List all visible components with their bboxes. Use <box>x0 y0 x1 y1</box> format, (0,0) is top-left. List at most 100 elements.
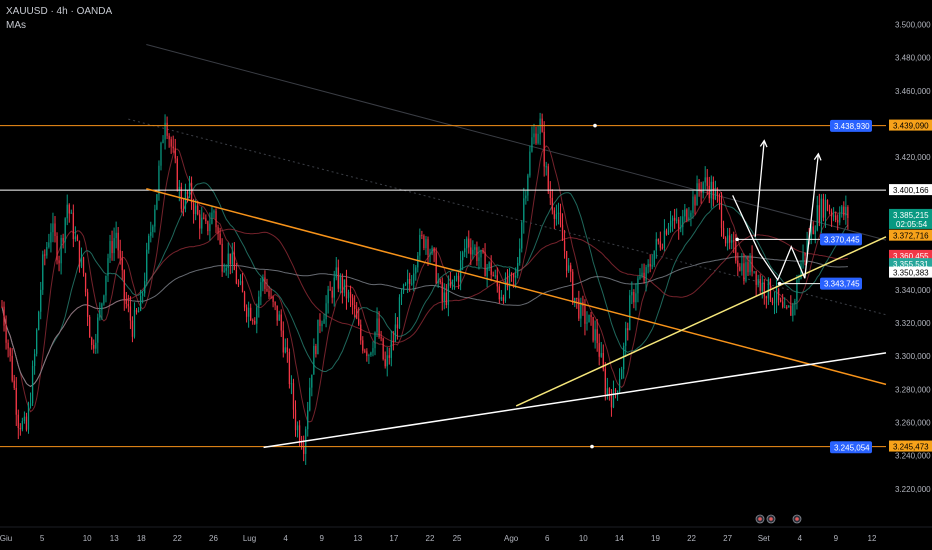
price-label-text: 3.245,473 <box>893 443 929 452</box>
candle-body <box>726 235 729 244</box>
candle-body <box>847 207 849 218</box>
candle-body <box>784 307 786 309</box>
candle-body <box>482 250 484 253</box>
candle-body <box>500 297 503 300</box>
candle-body <box>264 277 266 289</box>
candle-body <box>763 282 765 297</box>
candle-body <box>643 272 645 281</box>
candle-body <box>372 348 374 353</box>
price-label-text: 3.350,383 <box>893 269 929 278</box>
candle-body <box>286 347 288 353</box>
candle-body <box>349 292 352 298</box>
candle-body <box>775 288 778 303</box>
candle-body <box>576 297 578 299</box>
candle-body <box>241 281 244 293</box>
candle-body <box>58 260 60 264</box>
candle-body <box>655 239 657 251</box>
candle-body <box>457 275 460 282</box>
candle-body <box>421 234 423 236</box>
candle-body <box>596 329 598 344</box>
candle-body <box>95 342 97 349</box>
candle-body <box>225 267 227 271</box>
candle-body <box>590 314 592 318</box>
candle-body <box>380 337 382 339</box>
candle-body <box>396 324 399 329</box>
candle-body <box>105 275 107 296</box>
candle-body <box>688 217 690 221</box>
candle-body <box>278 314 280 321</box>
candle-body <box>755 271 757 285</box>
candle-body <box>468 238 470 248</box>
candle-body <box>665 230 668 235</box>
candle-body <box>388 355 390 358</box>
candle-body <box>333 277 335 298</box>
projection-arrow <box>754 140 765 237</box>
candle-body <box>178 186 180 191</box>
candle-body <box>313 345 315 375</box>
candle-body <box>406 278 409 284</box>
x-axis-tick-label: 13 <box>110 534 119 543</box>
candle-body <box>103 295 105 304</box>
symbol-title: XAUUSD · 4h · OANDA <box>6 6 113 17</box>
candle-body <box>137 310 140 313</box>
candle-body <box>386 355 388 367</box>
candle-body <box>44 254 46 256</box>
candle-body <box>437 280 439 283</box>
candle-body <box>812 226 814 235</box>
candle-body <box>767 278 770 299</box>
moving-average-25 <box>1 182 849 387</box>
candle-body <box>777 288 780 300</box>
candle-body <box>676 219 678 221</box>
candle-body <box>292 383 295 410</box>
candle-body <box>441 282 443 302</box>
candle-body <box>392 341 394 343</box>
candle-body <box>708 185 710 199</box>
dotted-channel-line <box>128 118 887 316</box>
x-axis-tick-label: 9 <box>834 534 839 543</box>
candle-body <box>724 237 727 244</box>
price-label-box <box>889 249 932 261</box>
candle-body <box>779 299 782 302</box>
candle-body <box>227 253 229 268</box>
candle-body <box>89 316 91 338</box>
candle-body <box>425 239 427 249</box>
candle-body <box>759 279 761 291</box>
candle-body <box>268 290 270 297</box>
candle-body <box>696 183 698 206</box>
candle-body <box>788 305 790 308</box>
candle-body <box>494 275 496 277</box>
candle-body <box>331 290 333 298</box>
candle-body <box>66 204 68 219</box>
candle-body <box>402 284 405 292</box>
candle-body <box>765 296 767 299</box>
candle-body <box>474 247 476 250</box>
price-label-text: 3.400,166 <box>893 186 929 195</box>
candle-body <box>653 250 655 266</box>
candle-body <box>547 166 549 192</box>
x-axis-tick-label: 6 <box>545 534 550 543</box>
candle-body <box>824 200 827 218</box>
candle-body <box>258 296 260 308</box>
candle-body <box>804 252 806 256</box>
x-axis-tick-label: Set <box>758 534 771 543</box>
candle-body <box>86 292 89 317</box>
candle-body <box>480 250 482 258</box>
candle-body <box>93 345 95 349</box>
x-axis-tick-label: 27 <box>723 534 732 543</box>
candle-body <box>294 409 297 431</box>
candle-body <box>671 217 674 221</box>
candle-body <box>390 341 392 358</box>
candle-body <box>3 306 5 326</box>
candle-body <box>256 307 258 324</box>
candle-body <box>651 265 653 267</box>
candle-body <box>368 354 370 357</box>
x-axis-tick-label: 22 <box>426 534 435 543</box>
candle-body <box>830 211 833 217</box>
candle-body <box>211 212 213 224</box>
candle-body <box>771 299 774 303</box>
candle-body <box>109 241 111 259</box>
indicator-label[interactable]: MAs <box>6 20 26 31</box>
candle-body <box>584 306 586 324</box>
